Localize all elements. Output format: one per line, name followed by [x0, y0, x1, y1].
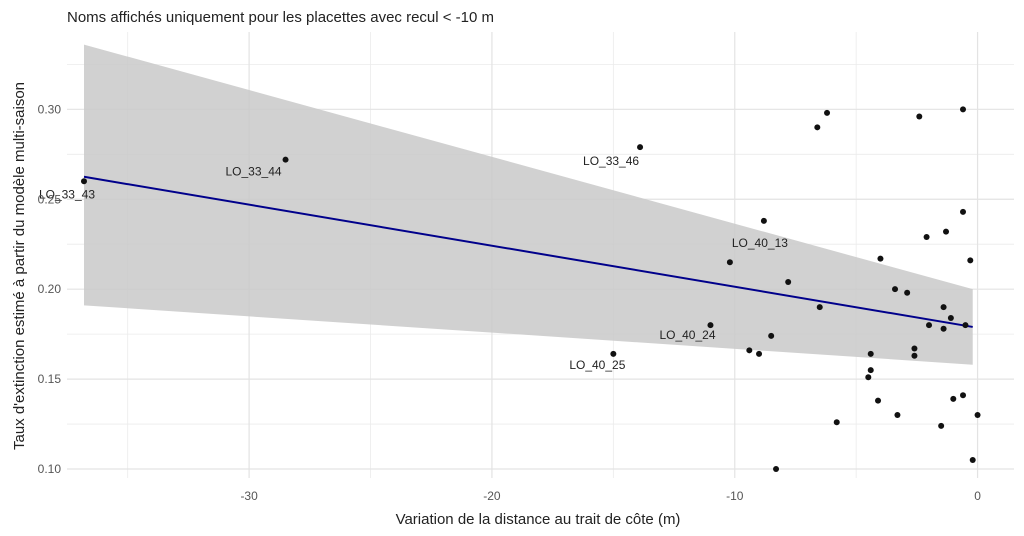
data-point	[867, 350, 874, 357]
x-tick-label: -30	[240, 489, 258, 503]
x-axis-title: Variation de la distance au trait de côt…	[396, 511, 681, 528]
chart-title: Noms affichés uniquement pour les placet…	[67, 9, 495, 26]
data-point	[962, 322, 969, 329]
data-point	[969, 457, 976, 464]
data-point	[833, 419, 840, 426]
data-point	[974, 412, 981, 419]
data-point	[916, 113, 923, 120]
data-point	[911, 352, 918, 359]
data-point	[282, 156, 289, 163]
confidence-band-layer	[83, 44, 973, 365]
data-point	[877, 255, 884, 262]
data-point	[867, 367, 874, 374]
data-point	[943, 228, 950, 235]
data-point	[926, 322, 933, 329]
data-point	[923, 234, 930, 241]
data-point	[816, 304, 823, 311]
tick-labels-layer: -30 -20 -10 0 0.10 0.15 0.20 0.25 0.30	[38, 102, 982, 503]
data-point	[894, 412, 901, 419]
point-label: LO_40_13	[732, 236, 788, 250]
data-point	[865, 374, 872, 381]
point-label: LO_40_25	[569, 358, 625, 372]
point-label: LO_40_24	[659, 328, 715, 342]
data-point	[637, 144, 644, 151]
data-point	[80, 178, 87, 185]
data-point	[814, 124, 821, 131]
points-layer	[80, 106, 981, 473]
x-tick-label: -10	[726, 489, 744, 503]
data-point	[960, 392, 967, 399]
y-axis-title: Taux d'extinction estimé à partir du mod…	[11, 82, 28, 450]
data-point	[773, 466, 780, 473]
data-point	[947, 314, 954, 321]
confidence-band	[83, 44, 973, 365]
data-point	[967, 257, 974, 264]
data-point	[875, 397, 882, 404]
y-tick-label: 0.30	[38, 102, 62, 116]
data-point	[940, 325, 947, 332]
data-point	[950, 395, 957, 402]
data-point	[960, 208, 967, 215]
fit-line-layer	[83, 175, 973, 328]
data-point	[904, 289, 911, 296]
data-point	[726, 259, 733, 266]
data-point	[892, 286, 899, 293]
data-point	[911, 345, 918, 352]
data-point	[610, 350, 617, 357]
data-point	[960, 106, 967, 113]
fit-line	[83, 175, 973, 328]
y-tick-label: 0.25	[38, 192, 62, 206]
point-labels-layer: LO_33_43 LO_33_44 LO_33_46 LO_40_25 LO_40_24…	[39, 154, 788, 372]
y-tick-label: 0.10	[38, 462, 62, 476]
point-label: LO_33_44	[226, 165, 282, 179]
data-point	[785, 278, 792, 285]
data-point	[756, 350, 763, 357]
point-label: LO_33_46	[583, 154, 639, 168]
x-tick-label: 0	[974, 489, 981, 503]
data-point	[768, 332, 775, 339]
data-point	[760, 217, 767, 224]
data-point	[940, 304, 947, 311]
x-tick-label: -20	[483, 489, 501, 503]
y-tick-label: 0.15	[38, 372, 62, 386]
y-tick-label: 0.20	[38, 282, 62, 296]
data-point	[746, 347, 753, 354]
data-point	[707, 322, 714, 329]
data-point	[824, 109, 831, 116]
point-label: LO_33_43	[39, 187, 95, 201]
data-point	[938, 422, 945, 429]
